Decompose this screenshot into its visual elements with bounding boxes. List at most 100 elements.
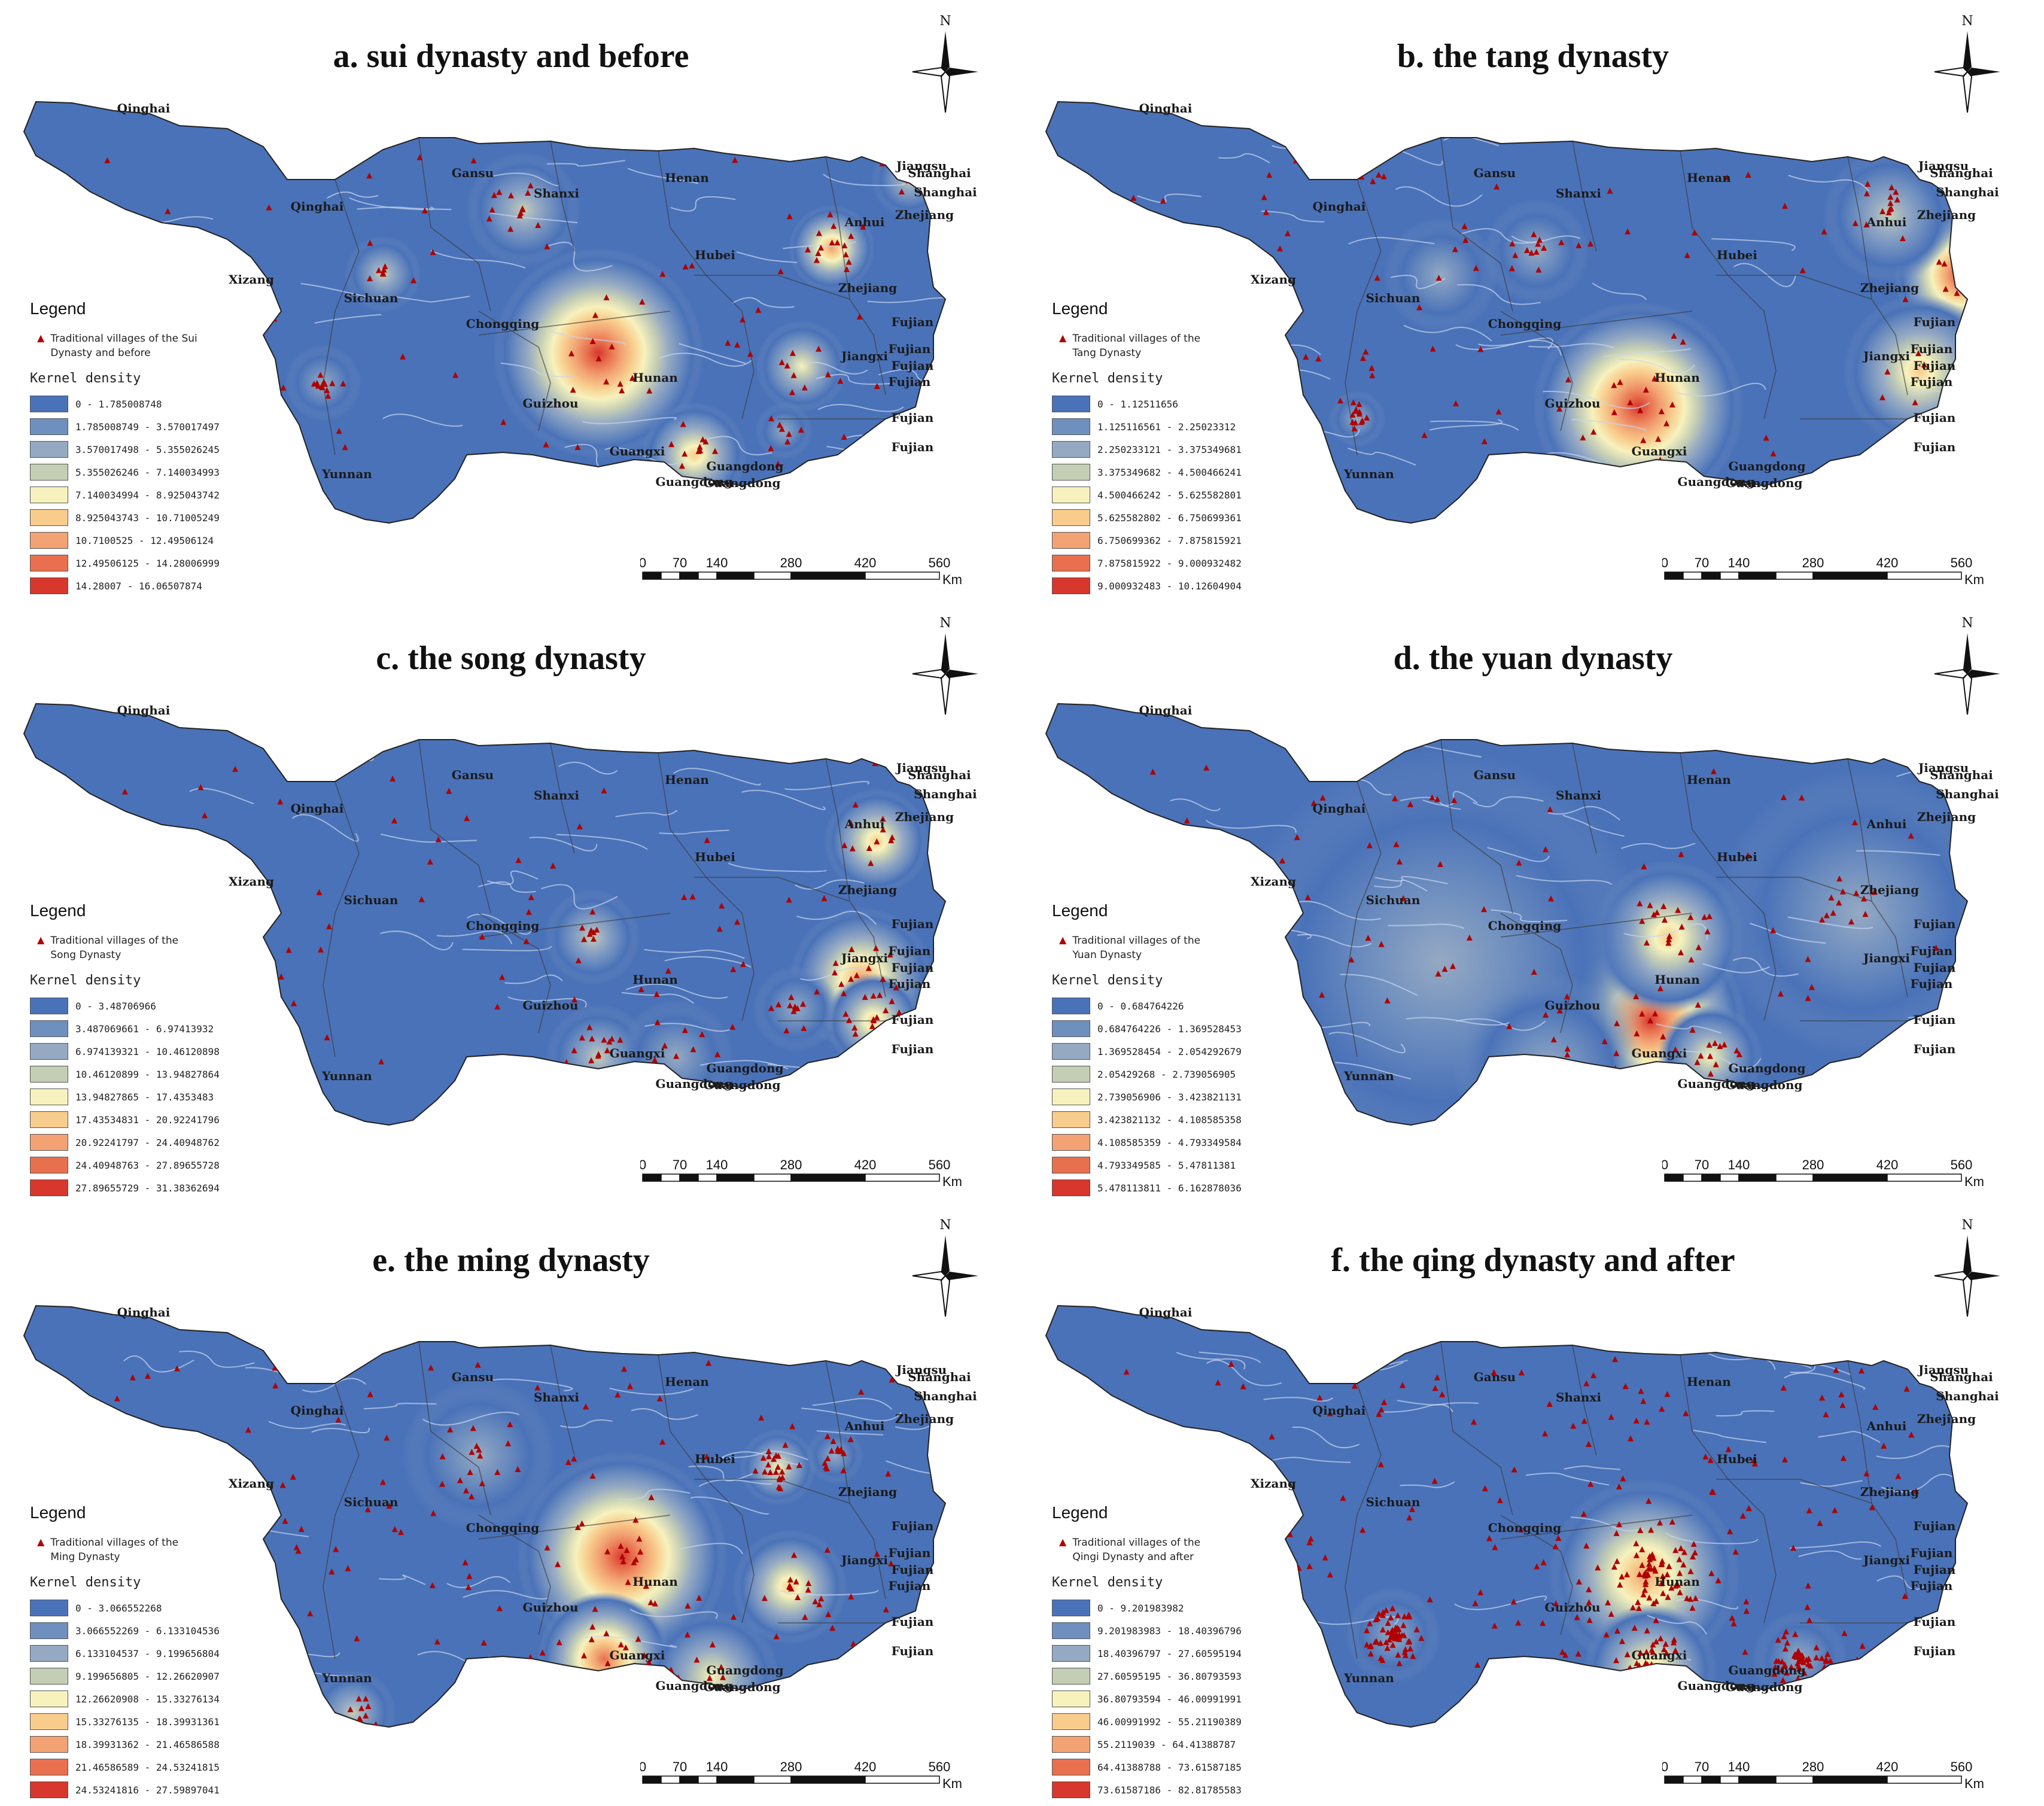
village-marker [500,1698,507,1704]
village-marker [1982,306,1988,312]
village-marker [858,1388,865,1395]
river-line [1429,419,1503,431]
class-swatch [1052,487,1090,503]
river-line [529,837,598,852]
province-label: Hunan [1654,1574,1700,1589]
village-marker [1319,794,1326,801]
class-swatch [30,1736,68,1753]
panel-title: e. the ming dynasty [372,1242,650,1279]
village-marker [1495,408,1502,415]
village-marker [603,1630,610,1637]
village-marker [1836,875,1843,882]
river-line [1340,974,1418,996]
province-label: Fujian [889,375,931,389]
class-range-label: 46.00991992 - 55.21190389 [1097,1716,1242,1728]
village-marker [470,1425,476,1431]
village-marker [1549,1085,1555,1091]
village-marker [849,845,856,852]
class-swatch [30,441,68,458]
scale-tick-label: 70 [673,555,687,570]
river-line [795,879,865,890]
north-arrow: N [1929,614,2006,716]
north-label: N [1961,616,1973,631]
class-range-label: 0 - 3.48706966 [75,1000,156,1012]
village-marker [1402,1646,1409,1652]
class-range-label: 21.46586589 - 24.53241815 [75,1761,220,1773]
village-marker [1646,1668,1653,1675]
legend-class: 4.500466242 - 5.625582801 [1052,484,1303,506]
class-swatch [1052,1179,1090,1196]
village-marker [1228,1361,1234,1367]
village-marker [1859,1367,1865,1374]
province-label: Fujian [892,1644,934,1658]
village-marker [1637,1649,1644,1656]
village-marker [1859,1643,1866,1649]
village-marker [568,350,575,357]
legend-class: 0 - 9.201983982 [1052,1597,1303,1619]
river-line [487,870,539,885]
village-marker [1678,1545,1684,1552]
province-label: Fujian [889,977,931,991]
village-marker [1364,414,1370,421]
kernel-density-map: QinghaiGansuShanxiHenanJiangsuShanghaiSh… [1045,703,1999,1126]
village-marker [1881,1442,1887,1449]
village-marker [1688,956,1695,963]
river-line [1457,284,1541,305]
village-marker [1836,899,1842,906]
river-line [547,160,626,167]
river-line [364,1403,437,1410]
river-line [1784,1372,1866,1390]
village-marker [822,1460,828,1466]
river-line [1292,1426,1359,1449]
village-marker [583,1403,589,1410]
river-line [1693,1430,1767,1443]
village-marker [1380,1609,1386,1615]
village-marker [1713,1061,1719,1068]
village-marker [470,157,477,163]
village-marker [1508,265,1515,272]
village-marker [679,463,685,469]
village-marker [527,182,534,188]
class-range-label: 55.2119039 - 64.41388787 [1097,1738,1236,1750]
river-line [1679,137,1744,150]
village-marker [1353,406,1359,413]
village-marker [765,1461,771,1468]
village-marker [1421,431,1428,438]
scale-tick-label: 560 [1951,1157,1973,1172]
province-label: Fujian [1914,315,1956,329]
province-label: Jiangsu [1917,159,1969,173]
village-marker [1799,1652,1806,1659]
river-line [1328,1032,1406,1054]
village-marker [588,1057,595,1063]
village-marker [378,1058,385,1065]
triangle-icon: ▲ [1059,1536,1067,1547]
province-label: Guangdong [704,1680,781,1694]
class-swatch [30,1622,68,1639]
village-marker [217,1458,223,1464]
village-marker [1647,1553,1653,1559]
province-label: Shanghai [1936,185,1999,199]
village-marker [626,1383,633,1390]
north-arrow: N [907,614,984,716]
village-marker [576,823,583,829]
village-marker [777,268,784,275]
village-marker [641,1652,647,1658]
village-marker [1605,1599,1611,1606]
village-marker [1190,1434,1197,1440]
province-label: Jiangsu [895,159,947,173]
village-marker [1661,916,1668,923]
village-marker [868,860,874,866]
village-marker [358,1705,365,1711]
legend-class: 24.40948763 - 27.89655728 [30,1154,281,1176]
village-marker [1373,1638,1380,1644]
river-line [446,1576,511,1588]
class-swatch [30,1157,68,1173]
compass-icon: N [912,14,978,113]
province-label: Zhejiang [838,281,897,295]
village-marker [1894,196,1900,203]
village-marker [1631,1686,1637,1692]
village-marker [1660,1033,1666,1039]
legend-class: 9.201983983 - 18.40396796 [1052,1620,1303,1641]
province-label: Gansu [1474,768,1516,782]
